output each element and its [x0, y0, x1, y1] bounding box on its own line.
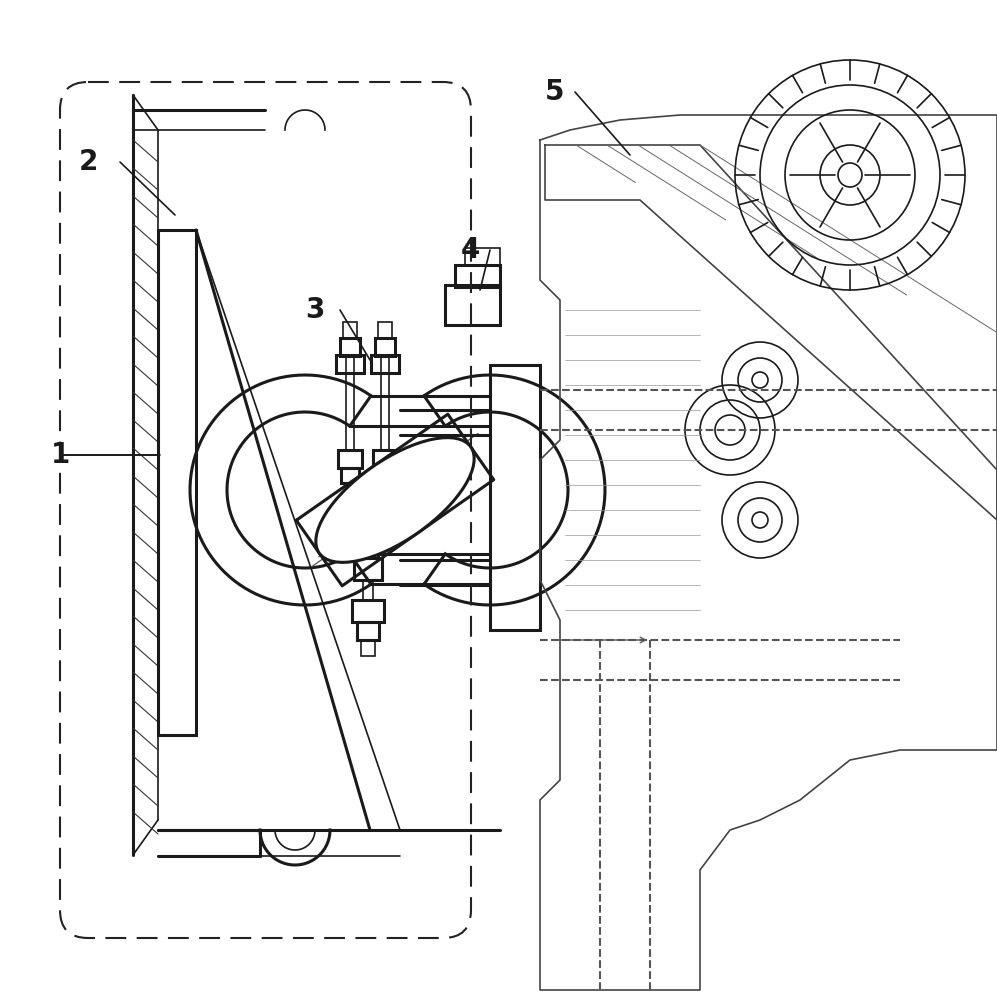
Text: 3: 3	[305, 296, 325, 324]
Bar	[357, 622, 379, 640]
Bar	[336, 355, 364, 373]
Bar	[343, 322, 357, 338]
Bar	[375, 338, 395, 356]
Bar	[341, 468, 359, 483]
Bar	[373, 450, 397, 468]
Text: 4: 4	[461, 236, 480, 264]
Bar	[371, 355, 399, 373]
Bar	[465, 248, 500, 266]
Bar	[352, 600, 384, 622]
Bar	[358, 538, 378, 558]
Bar	[378, 322, 392, 338]
Text: 1: 1	[51, 441, 70, 469]
Ellipse shape	[316, 438, 475, 562]
Bar	[445, 285, 500, 325]
Bar	[340, 338, 360, 356]
Bar	[158, 230, 196, 735]
Bar	[376, 468, 394, 483]
Text: 5: 5	[545, 78, 564, 106]
Bar	[354, 558, 382, 580]
Bar	[361, 640, 375, 656]
Bar	[455, 265, 500, 287]
Bar	[490, 365, 540, 630]
Bar	[338, 450, 362, 468]
Text: 2: 2	[79, 148, 98, 176]
